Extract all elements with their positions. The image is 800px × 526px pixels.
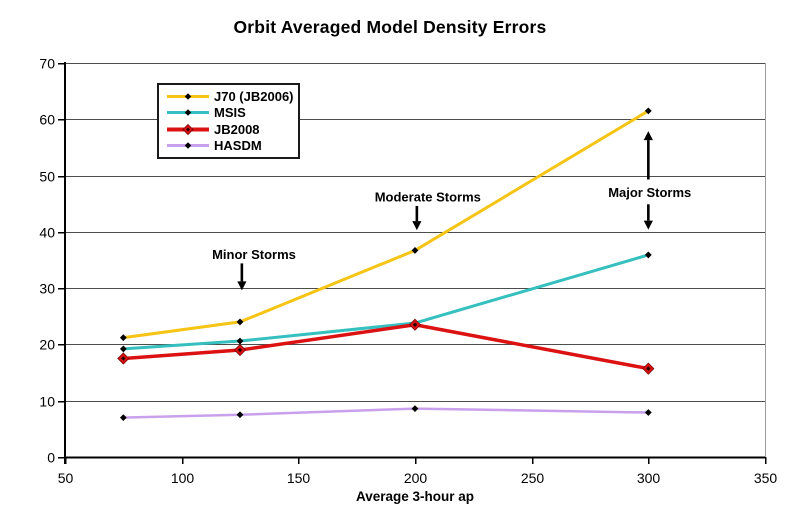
legend-marker-icon [167,93,209,100]
data-point-marker-center [237,347,243,353]
series-line-j70-jb2006- [121,109,650,340]
data-point-marker [236,318,244,326]
y-tick-label: 50 [39,169,55,185]
x-tick-label: 200 [404,470,428,486]
data-point-marker [236,337,244,345]
legend-marker-icon [167,123,209,135]
data-point-marker [411,247,419,254]
x-tick-label: 50 [58,470,74,486]
arrow-down-icon [643,220,653,230]
data-point-marker [236,411,244,419]
legend-item-msis: MSIS [165,105,298,121]
legend-item-hasdm: HASDM [165,138,298,154]
arrow-down-icon [412,221,422,231]
data-point-marker-center [121,356,126,361]
legend-marker-diamond-center [186,127,190,132]
x-tick-label: 300 [637,470,661,486]
data-point-marker-center [646,366,651,371]
y-tick-label: 20 [39,337,55,353]
annotation-label: Minor Storms [212,247,296,262]
legend-item-label: HASDM [214,138,262,154]
annotation-label: Moderate Storms [375,189,481,204]
y-tick-label: 30 [39,281,55,297]
annotation-label: Major Storms [608,185,691,200]
legend-item-label: MSIS [214,105,246,121]
legend-marker-icon [167,142,209,149]
x-tick-label: 250 [521,470,545,486]
y-tick-label: 0 [47,450,55,466]
arrow-down-icon [237,281,247,291]
data-point-marker [644,251,652,259]
y-tick-label: 60 [39,112,55,128]
series-line-msis [121,253,650,351]
data-point-marker [119,414,127,421]
y-tick-label: 10 [39,394,55,410]
legend-item-label: J70 (JB2006) [214,88,294,104]
series-line-hasdm [122,407,650,419]
series-line-jb2008 [121,322,651,371]
data-point-marker [119,334,127,342]
data-point-marker-center [412,322,418,327]
legend-marker-diamond [184,93,192,100]
y-tick-label: 70 [39,56,55,72]
x-tick-label: 150 [287,470,311,486]
legend-item-j70-jb2006-: J70 (JB2006) [165,88,298,104]
x-tick-label: 350 [754,470,778,486]
arrow-up-icon [643,131,653,141]
legend-item-label: JB2008 [214,121,260,137]
data-point-marker [119,345,127,353]
data-point-marker [411,405,419,412]
x-axis-label: Average 3-hour ap [355,489,475,504]
x-tick-label: 100 [171,470,195,486]
data-point-marker [644,409,652,416]
legend-marker-diamond [184,142,192,149]
y-tick-label: 40 [39,225,55,241]
data-point-marker [644,107,652,115]
legend-marker-icon [167,109,209,116]
legend-marker-diamond [184,109,192,116]
legend: J70 (JB2006) MSIS JB2008 HASDM [157,83,300,159]
legend-item-jb2008: JB2008 [165,121,298,137]
chart-title: Orbit Averaged Model Density Errors [233,17,547,37]
